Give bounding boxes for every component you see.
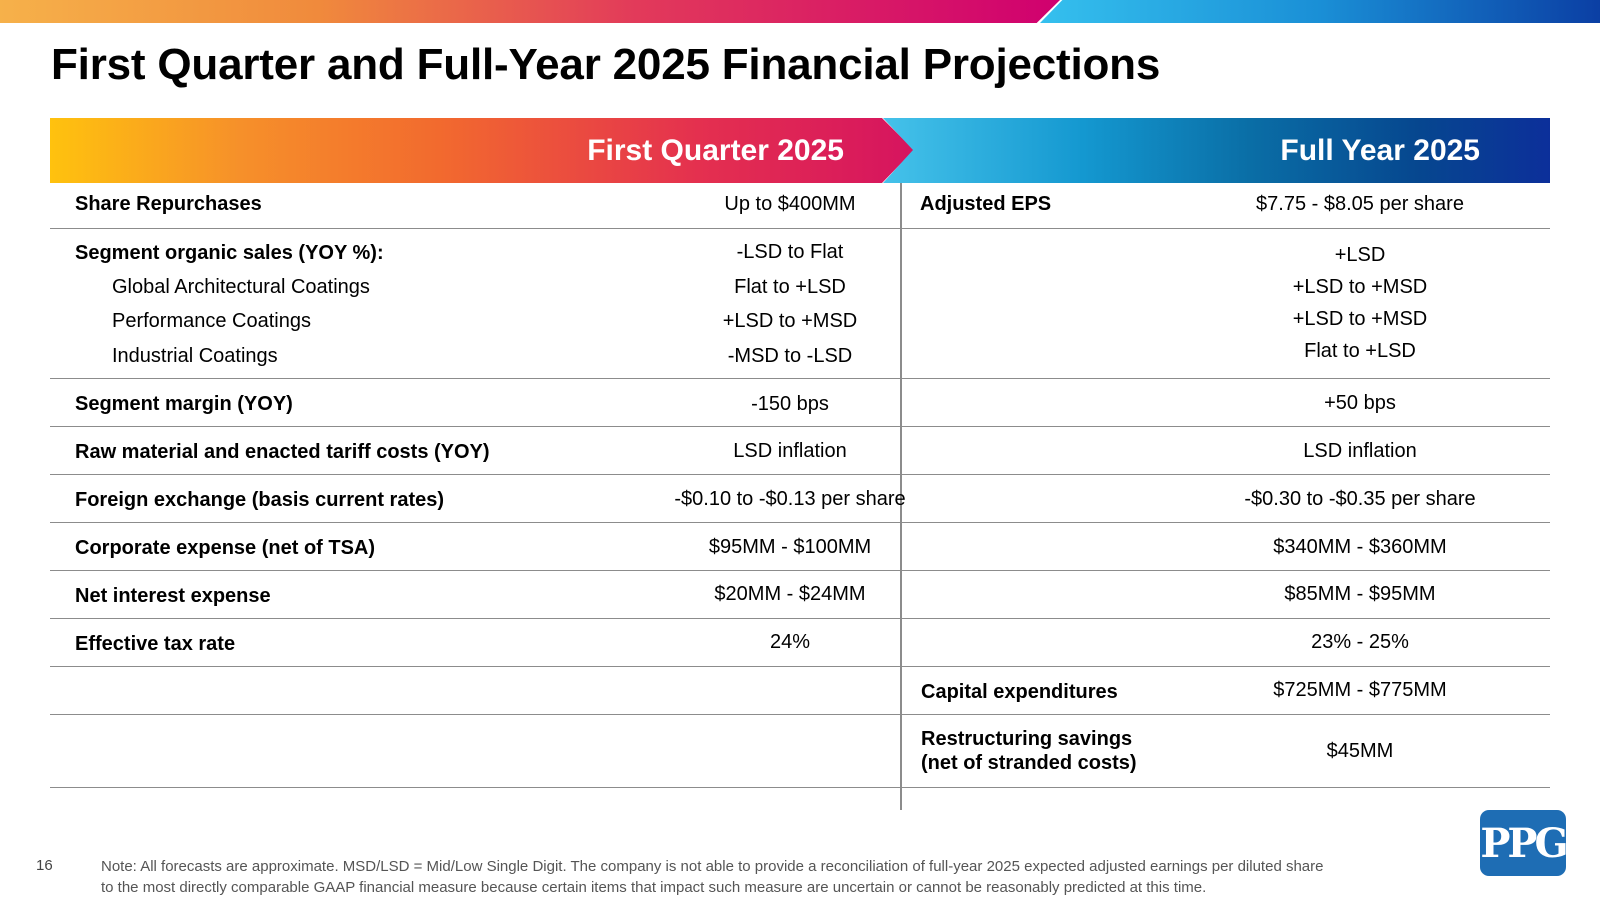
q1-value: $20MM - $24MM: [714, 583, 866, 605]
row-label: Foreign exchange (basis current rates): [75, 489, 445, 511]
table-row-effective-tax-rate: Effective tax rate 24% 23% - 25%: [50, 619, 1550, 667]
q1-value: 24%: [769, 631, 811, 653]
ppg-logo: PPG: [1480, 810, 1569, 876]
row-label: Segment organic sales (YOY %):: [75, 242, 384, 264]
fy-label-line1: Restructuring savings: [921, 728, 1133, 750]
q1-value: Flat to +LSD: [734, 276, 846, 298]
top-accent-cool: [1040, 0, 1600, 23]
footnote: Note: All forecasts are approximate. MSD…: [101, 856, 1481, 898]
fy-value: +LSD to +MSD: [1292, 276, 1428, 298]
fy-value: $85MM - $95MM: [1284, 583, 1436, 605]
table-row-net-interest: Net interest expense $20MM - $24MM $85MM…: [50, 571, 1550, 619]
page-title: First Quarter and Full-Year 2025 Financi…: [51, 40, 1161, 89]
fy-value: $7.75 - $8.05 per share: [1256, 193, 1464, 215]
fy-label: Capital expenditures: [921, 681, 1118, 703]
fy-value: $725MM - $775MM: [1273, 679, 1447, 701]
row-label: Raw material and enacted tariff costs (Y…: [75, 441, 490, 463]
top-accent-warm: [0, 0, 1060, 23]
fy-value: +LSD to +MSD: [1292, 308, 1428, 330]
top-accent-bar: [0, 0, 1600, 23]
fy-value: -$0.30 to -$0.35 per share: [1244, 488, 1476, 510]
q1-value: $95MM - $100MM: [708, 536, 872, 558]
banner-full-year: Full Year 2025: [883, 118, 1550, 183]
fy-value: $340MM - $360MM: [1273, 536, 1447, 558]
footnote-line2: to the most directly comparable GAAP fin…: [101, 879, 1207, 896]
q1-value: LSD inflation: [733, 440, 847, 462]
table-row-raw-material: Raw material and enacted tariff costs (Y…: [50, 427, 1550, 475]
table-row-segment-organic-sales: Segment organic sales (YOY %): -LSD to F…: [50, 229, 1550, 379]
fy-value: LSD inflation: [1303, 440, 1417, 462]
banner-full-year-label: Full Year 2025: [1280, 134, 1480, 167]
table-row-share-repurchases: Share Repurchases Up to $400MM Adjusted …: [50, 183, 1550, 229]
footnote-line1: Note: All forecasts are approximate. MSD…: [101, 858, 1324, 875]
table-row-restructuring-savings: Restructuring savings (net of stranded c…: [50, 715, 1550, 788]
row-label: Segment margin (YOY): [75, 393, 293, 415]
row-label: Share Repurchases: [75, 193, 262, 215]
q1-value: Up to $400MM: [724, 193, 856, 215]
q1-value: -LSD to Flat: [736, 241, 844, 263]
fy-value: $45MM: [1326, 740, 1394, 762]
table-row-segment-margin: Segment margin (YOY) -150 bps +50 bps: [50, 379, 1550, 427]
fy-value: 23% - 25%: [1311, 631, 1409, 653]
q1-value: -150 bps: [751, 393, 829, 415]
fy-value: +50 bps: [1324, 392, 1396, 414]
banner-first-quarter-label: First Quarter 2025: [587, 134, 844, 167]
table-row-corporate-expense: Corporate expense (net of TSA) $95MM - $…: [50, 523, 1550, 571]
row-label: Net interest expense: [75, 585, 271, 607]
page-number: 16: [36, 857, 53, 874]
projections-table: Share Repurchases Up to $400MM Adjusted …: [50, 183, 1550, 788]
fy-label: Adjusted EPS: [920, 193, 1052, 215]
sub-label-industrial: Industrial Coatings: [112, 345, 278, 367]
table-row-foreign-exchange: Foreign exchange (basis current rates) -…: [50, 475, 1550, 523]
row-label: Effective tax rate: [75, 633, 236, 655]
q1-value: +LSD to +MSD: [722, 310, 858, 332]
row-label: Corporate expense (net of TSA): [75, 537, 376, 559]
sub-label-performance: Performance Coatings: [112, 310, 311, 332]
banner-first-quarter: First Quarter 2025: [50, 118, 914, 183]
sub-label-global-architectural: Global Architectural Coatings: [112, 276, 370, 298]
table-row-capital-expenditures: Capital expenditures $725MM - $775MM: [50, 667, 1550, 715]
fy-value: Flat to +LSD: [1304, 340, 1416, 362]
fy-value: +LSD: [1334, 244, 1386, 266]
fy-label-line2: (net of stranded costs): [921, 752, 1137, 774]
column-divider: [900, 183, 902, 810]
q1-value: -MSD to -LSD: [727, 345, 853, 367]
ppg-logo-text: PPG: [1480, 820, 1568, 867]
q1-value: -$0.10 to -$0.13 per share: [674, 488, 906, 510]
